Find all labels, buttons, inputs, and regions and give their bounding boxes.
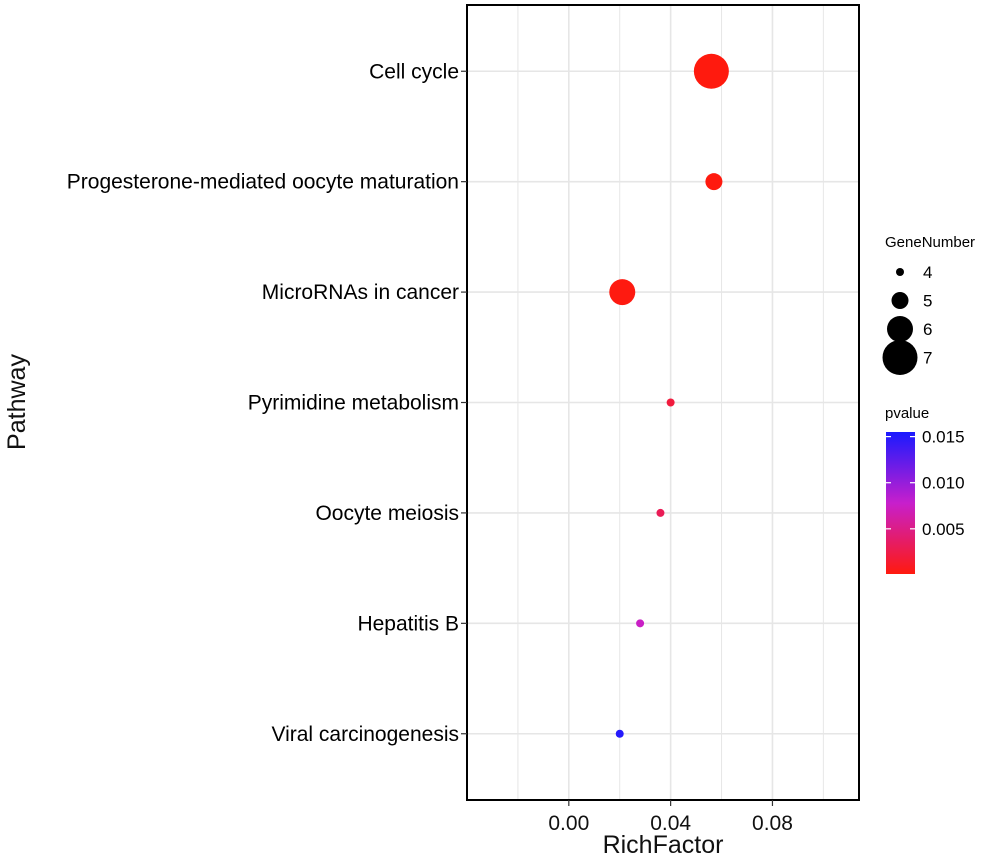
x-axis-title: RichFactor (603, 831, 724, 859)
size-legend-title: GeneNumber (885, 234, 975, 251)
colorbar-tick-label: 0.010 (922, 474, 965, 493)
data-point (609, 279, 636, 306)
y-tick-label: Pyrimidine metabolism (248, 392, 459, 415)
size-legend-key (891, 292, 909, 309)
grid-layer (467, 5, 859, 800)
size-legend-label: 4 (923, 263, 932, 282)
x-tick-label: 0.00 (548, 812, 589, 835)
pvalue-colorbar (886, 432, 915, 574)
y-axis: Viral carcinogenesis Hepatitis B Oocyte me… (67, 60, 467, 746)
data-point (693, 53, 729, 89)
y-tick-label: Hepatitis B (357, 612, 459, 635)
x-tick-label: 0.08 (752, 812, 793, 835)
colorbar-tick-label: 0.005 (922, 520, 965, 539)
size-legend-key (896, 268, 904, 276)
data-point (666, 398, 675, 407)
data-point (636, 619, 645, 628)
y-tick-label: Progesterone-mediated oocyte maturation (67, 171, 459, 194)
data-point (656, 508, 665, 517)
y-axis-title: Pathway (3, 354, 31, 450)
size-legend-label: 6 (923, 320, 932, 339)
y-tick-label: Viral carcinogenesis (271, 723, 459, 746)
data-point (705, 173, 723, 191)
x-axis: 0.00 0.04 0.08 (548, 800, 793, 835)
data-point (615, 729, 624, 738)
y-tick-label: Oocyte meiosis (315, 502, 459, 525)
size-legend-label: 7 (923, 349, 932, 368)
size-legend-label: 5 (923, 292, 932, 311)
size-legend-key (882, 340, 918, 375)
size-legend-key (887, 316, 913, 342)
color-legend: pvalue 0.005 0.010 0.015 (885, 405, 965, 574)
y-tick-label: MicroRNAs in cancer (262, 281, 459, 304)
points-layer (609, 53, 729, 738)
colorbar-tick-label: 0.015 (922, 428, 965, 447)
x-tick-label: 0.04 (650, 812, 691, 835)
color-legend-title: pvalue (885, 405, 929, 422)
size-legend: GeneNumber 4 5 6 7 (882, 234, 975, 375)
y-tick-label: Cell cycle (369, 60, 459, 83)
